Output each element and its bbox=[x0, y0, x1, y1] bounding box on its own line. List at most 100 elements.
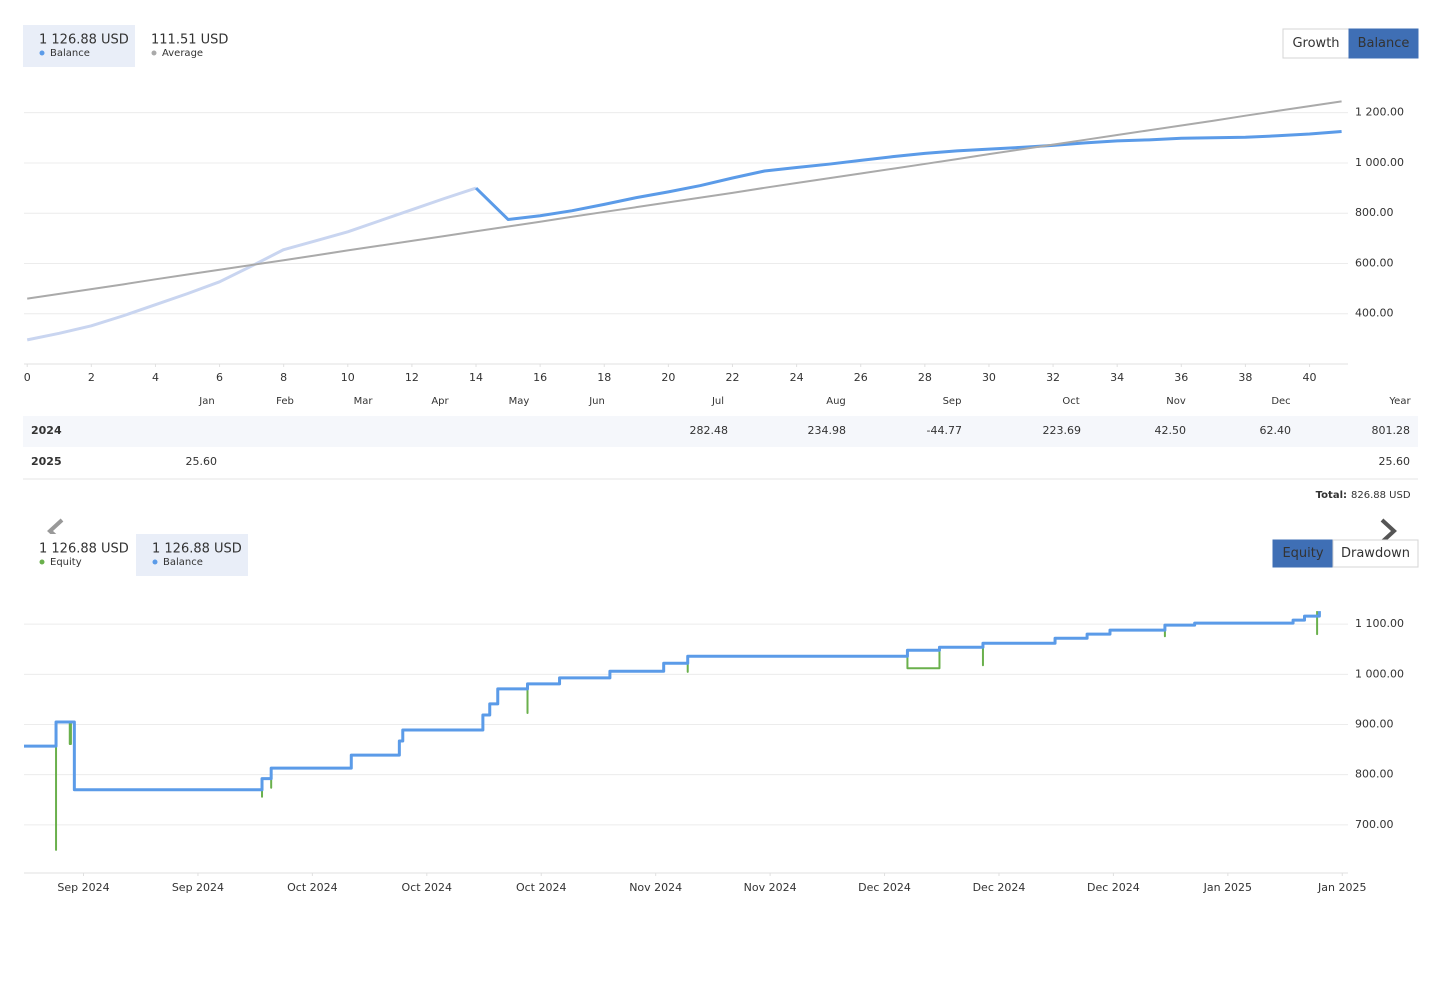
toggle-button-label[interactable]: Equity bbox=[1282, 546, 1323, 561]
x-tick-label: Sep 2024 bbox=[172, 881, 224, 894]
x-tick-label: Sep 2024 bbox=[57, 881, 109, 894]
x-tick-label: 14 bbox=[469, 371, 483, 384]
month-header: Oct bbox=[1062, 396, 1079, 407]
series-line bbox=[474, 130, 1342, 221]
x-tick-label: Dec 2024 bbox=[1087, 881, 1140, 894]
toggle-button[interactable] bbox=[1348, 28, 1419, 59]
legend-dot bbox=[39, 559, 45, 565]
y-tick-label: 1 000.00 bbox=[1355, 156, 1404, 169]
legend-value: 1 126.88 USD bbox=[152, 542, 242, 557]
month-header: Jul bbox=[711, 396, 724, 407]
month-header: Mar bbox=[354, 396, 374, 407]
x-tick-label: Dec 2024 bbox=[973, 881, 1026, 894]
month-value: 234.98 bbox=[808, 424, 847, 437]
month-header: Feb bbox=[276, 396, 294, 407]
x-tick-label: 8 bbox=[280, 371, 287, 384]
x-tick-label: 34 bbox=[1110, 371, 1124, 384]
y-tick-label: 800.00 bbox=[1355, 768, 1394, 781]
x-tick-label: Jan 2025 bbox=[1203, 881, 1252, 894]
table-row bbox=[23, 416, 1418, 447]
x-tick-label: 26 bbox=[854, 371, 868, 384]
x-tick-label: 6 bbox=[216, 371, 223, 384]
legend-dot bbox=[39, 50, 45, 56]
y-tick-label: 800.00 bbox=[1355, 206, 1394, 219]
x-tick-label: 0 bbox=[24, 371, 31, 384]
series-line bbox=[27, 100, 1342, 300]
y-tick-label: 1 000.00 bbox=[1355, 667, 1404, 680]
month-header: Jun bbox=[588, 396, 605, 407]
month-header: Dec bbox=[1271, 396, 1290, 407]
month-header: Sep bbox=[943, 396, 962, 407]
month-header: May bbox=[509, 396, 530, 407]
y-tick-label: 700.00 bbox=[1355, 818, 1394, 831]
legend-dot bbox=[152, 559, 158, 565]
y-tick-label: 1 100.00 bbox=[1355, 617, 1404, 630]
x-tick-label: 38 bbox=[1238, 371, 1252, 384]
month-header: Jan bbox=[198, 396, 214, 407]
row-year: 2025 bbox=[31, 455, 62, 468]
x-tick-label: 10 bbox=[341, 371, 355, 384]
month-value: 42.50 bbox=[1155, 424, 1187, 437]
x-tick-label: 36 bbox=[1174, 371, 1188, 384]
month-header: Year bbox=[1388, 396, 1411, 407]
month-header: Aug bbox=[826, 396, 846, 407]
x-tick-label: Nov 2024 bbox=[629, 881, 682, 894]
x-tick-label: Dec 2024 bbox=[858, 881, 911, 894]
x-tick-label: 20 bbox=[661, 371, 675, 384]
series-line bbox=[24, 611, 1321, 792]
month-header: Nov bbox=[1166, 396, 1186, 407]
toggle-button[interactable] bbox=[1332, 539, 1419, 568]
toggle-button[interactable] bbox=[1282, 28, 1350, 59]
legend-dot bbox=[151, 50, 157, 56]
x-tick-label: Oct 2024 bbox=[402, 881, 453, 894]
x-tick-label: 2 bbox=[88, 371, 95, 384]
y-tick-label: 1 200.00 bbox=[1355, 106, 1404, 119]
x-tick-label: 24 bbox=[790, 371, 804, 384]
x-tick-label: 4 bbox=[152, 371, 159, 384]
month-value: 25.60 bbox=[186, 455, 218, 468]
legend-box[interactable] bbox=[23, 25, 135, 67]
x-tick-label: 18 bbox=[597, 371, 611, 384]
x-tick-label: 32 bbox=[1046, 371, 1060, 384]
month-header: Apr bbox=[431, 396, 449, 407]
x-tick-label: 22 bbox=[725, 371, 739, 384]
legend-box[interactable] bbox=[23, 534, 135, 576]
y-tick-label: 900.00 bbox=[1355, 717, 1394, 730]
y-tick-label: 600.00 bbox=[1355, 256, 1394, 269]
x-tick-label: Oct 2024 bbox=[516, 881, 567, 894]
legend-name: Balance bbox=[50, 48, 90, 59]
month-value: 62.40 bbox=[1260, 424, 1292, 437]
month-value: 25.60 bbox=[1379, 455, 1411, 468]
legend-value: 1 126.88 USD bbox=[39, 542, 129, 557]
y-tick-label: 400.00 bbox=[1355, 307, 1394, 320]
legend-box[interactable] bbox=[136, 534, 248, 576]
month-value: -44.77 bbox=[927, 424, 962, 437]
x-tick-label: 28 bbox=[918, 371, 932, 384]
x-tick-label: 12 bbox=[405, 371, 419, 384]
toggle-button-label[interactable]: Growth bbox=[1292, 36, 1339, 51]
legend-value: 111.51 USD bbox=[151, 33, 228, 48]
total-label: Total: bbox=[1316, 490, 1347, 501]
total-value: 826.88 USD bbox=[1351, 490, 1411, 501]
x-tick-label: Oct 2024 bbox=[287, 881, 338, 894]
legend-box[interactable] bbox=[135, 25, 247, 67]
legend-name: Equity bbox=[50, 557, 82, 568]
x-tick-label: 16 bbox=[533, 371, 547, 384]
month-value: 801.28 bbox=[1372, 424, 1411, 437]
legend-name: Balance bbox=[163, 557, 203, 568]
table-row bbox=[23, 447, 1418, 478]
x-tick-label: Nov 2024 bbox=[744, 881, 797, 894]
toggle-button-label[interactable]: Balance bbox=[1358, 36, 1410, 51]
row-year: 2024 bbox=[31, 424, 62, 437]
toggle-button-label[interactable]: Drawdown bbox=[1341, 546, 1410, 561]
next-arrow[interactable] bbox=[1380, 518, 1397, 544]
legend-value: 1 126.88 USD bbox=[39, 33, 129, 48]
x-tick-label: 30 bbox=[982, 371, 996, 384]
x-tick-label: 40 bbox=[1303, 371, 1317, 384]
month-value: 223.69 bbox=[1043, 424, 1082, 437]
x-tick-label: Jan 2025 bbox=[1317, 881, 1366, 894]
toggle-button[interactable] bbox=[1272, 539, 1334, 568]
month-value: 282.48 bbox=[690, 424, 729, 437]
